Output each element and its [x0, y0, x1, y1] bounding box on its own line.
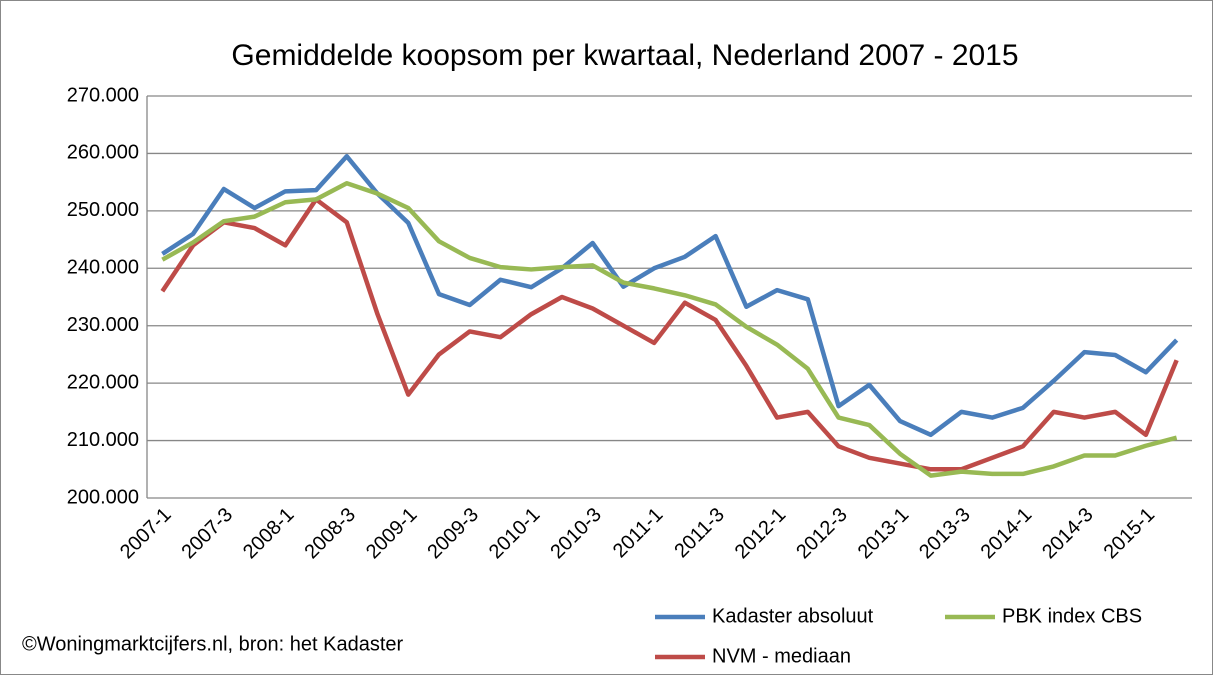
y-tick-label: 270.000 [67, 84, 139, 106]
annotation: ©Woningmarktcijfers.nl, bron: het Kadast… [22, 633, 404, 655]
y-tick-label: 200.000 [67, 486, 139, 508]
y-tick-label: 220.000 [67, 371, 139, 393]
legend-label: Kadaster absoluut [712, 605, 874, 627]
y-tick-label: 210.000 [67, 429, 139, 451]
series-line [160, 197, 1179, 472]
legend-label: NVM - mediaan [712, 645, 851, 667]
series-line [161, 181, 1178, 478]
y-tick-label: 250.000 [67, 199, 139, 221]
y-tick-label: 230.000 [67, 314, 139, 336]
legend-label: PBK index CBS [1002, 605, 1142, 627]
y-tick-label: 240.000 [67, 257, 139, 279]
chart-title: Gemiddelde koopsom per kwartaal, Nederla… [231, 39, 1018, 72]
y-tick-label: 260.000 [67, 142, 139, 164]
series-line [161, 154, 1179, 438]
